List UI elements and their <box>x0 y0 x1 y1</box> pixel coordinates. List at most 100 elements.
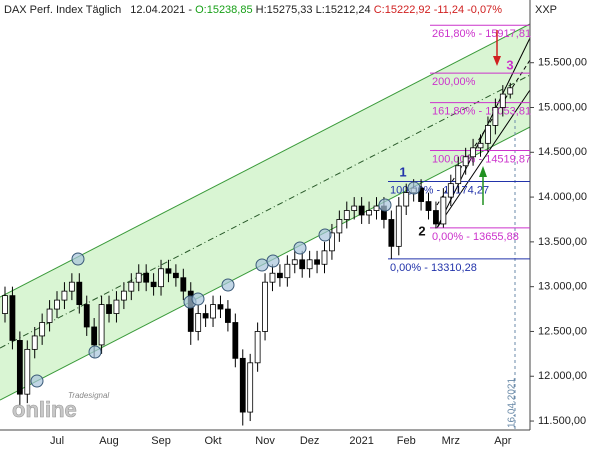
candle-body <box>247 362 254 413</box>
y-tick-label: 11.500,00 <box>538 415 586 427</box>
arrows <box>479 30 501 205</box>
candle-body <box>98 304 105 346</box>
y-tick-label: 13.000,00 <box>538 281 587 293</box>
candle-body <box>54 299 60 310</box>
candle-body <box>254 331 261 364</box>
candle-body <box>150 281 157 288</box>
logo-small: Tradesignal <box>68 391 109 400</box>
candle-body <box>239 357 246 413</box>
candle-body <box>91 326 98 346</box>
y-tick-label: 13.500,00 <box>538 236 587 248</box>
wave-label: 2 <box>418 223 425 238</box>
x-tick-label: 2021 <box>349 435 373 447</box>
candle-body <box>39 322 46 337</box>
candle-body <box>425 201 432 211</box>
candle-body <box>158 268 164 288</box>
candle-body <box>277 272 283 279</box>
fib-label: 0,00% - 13655,88 <box>432 231 519 243</box>
x-tick-label: Sep <box>151 435 171 447</box>
candle-body <box>46 308 53 323</box>
candle-body <box>120 290 127 301</box>
candle-body <box>210 304 216 319</box>
candle-body <box>336 219 343 234</box>
fib-label: 0,00% - 13310,28 <box>390 262 477 274</box>
candle-body <box>418 187 424 202</box>
candle-body <box>455 165 462 185</box>
candle-body <box>492 107 499 126</box>
candle-body <box>61 290 68 301</box>
trend-channel <box>0 24 530 400</box>
candle-body <box>262 281 268 332</box>
trend-line <box>436 59 531 206</box>
header-title: DAX Perf. Index Täglich <box>4 4 121 16</box>
symbol: XXP <box>535 4 557 16</box>
candle-body <box>306 259 313 270</box>
candle-body <box>269 272 276 283</box>
candle-body <box>433 210 439 225</box>
candle-body <box>284 263 291 279</box>
candle-body <box>16 340 23 395</box>
candle-body <box>187 290 194 332</box>
candle-body <box>232 322 239 359</box>
candle-body <box>135 272 142 283</box>
candle-body <box>299 259 306 270</box>
x-tick-label: Apr <box>494 435 511 447</box>
y-tick-label: 12.500,00 <box>538 325 587 337</box>
candle-body <box>403 192 410 207</box>
candle-body <box>2 295 8 314</box>
candle-body <box>76 281 83 305</box>
wave-label: 1 <box>399 164 406 179</box>
x-tick-label: Jul <box>50 435 64 447</box>
candle-body <box>224 308 231 323</box>
candle-body <box>358 205 365 216</box>
candle-body <box>143 272 150 283</box>
candle-body <box>83 304 90 328</box>
candle-body <box>68 281 75 292</box>
x-tick-label: Dez <box>300 435 320 447</box>
candle-body <box>172 272 179 279</box>
candle-body <box>351 205 358 211</box>
y-tick-label: 14.000,00 <box>538 191 587 203</box>
fib-label: 261,80% - 15917,81 <box>432 28 531 40</box>
header: DAX Perf. Index Täglich 12.04.2021 - O:1… <box>4 4 502 16</box>
x-tick-label: Mrz <box>442 435 460 447</box>
candle-body <box>291 259 298 265</box>
date-marker-label: 16.04.2021 <box>507 378 518 428</box>
header-open: O:15238,85 <box>195 4 253 16</box>
candle-body <box>366 210 372 216</box>
candle-body <box>31 335 38 350</box>
candle-body <box>195 313 202 332</box>
candle-body <box>113 299 120 314</box>
x-tick-label: Aug <box>99 435 119 447</box>
touch-markers <box>30 181 421 388</box>
header-change: -11,24 <box>434 4 464 16</box>
candle-body <box>314 259 320 265</box>
channel-middle <box>0 74 531 349</box>
marks: 261,80% - 15917,81 200,00% 161,80% - 15053… <box>2 24 531 426</box>
candle-body <box>447 183 454 198</box>
candle-body <box>395 205 402 247</box>
candle-body <box>388 219 395 247</box>
header-date: 12.04.2021 - <box>130 4 192 16</box>
candle-body <box>373 205 380 211</box>
fib-label: 200,00% <box>432 76 476 88</box>
candle-body <box>462 156 469 167</box>
candle-body <box>440 196 447 225</box>
candle-body <box>507 87 514 95</box>
header-high: H:15275,33 <box>256 4 313 16</box>
candle-body <box>202 313 209 319</box>
candle-body <box>485 125 491 144</box>
fib-label: 100,00% - 14519,87 <box>432 153 531 165</box>
x-tick-label: Nov <box>255 435 275 447</box>
candle-body <box>499 93 506 108</box>
header-close: C:15222,92 <box>374 4 431 16</box>
candle-body <box>24 348 31 395</box>
y-tick-label: 15.000,00 <box>538 101 587 113</box>
logo-big: online <box>12 397 77 422</box>
candle-body <box>128 281 135 292</box>
candle-body <box>321 250 328 265</box>
fib-label: 161,80% - 15053,81 <box>432 106 531 118</box>
candle-body <box>329 232 335 252</box>
candle-body <box>165 268 172 274</box>
candle-body <box>477 142 484 149</box>
